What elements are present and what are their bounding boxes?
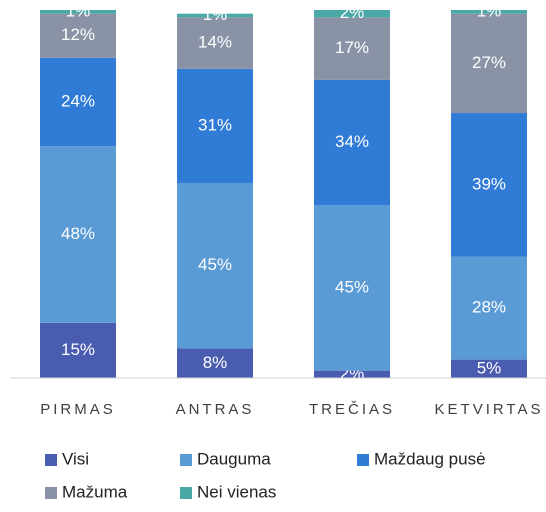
bar-segment: [40, 13, 116, 58]
bar-segment: [40, 57, 116, 147]
legend-label: Nei vienas: [197, 482, 276, 501]
value-label: 39%: [472, 174, 506, 193]
bar-segment: [40, 146, 116, 323]
value-label: 14%: [198, 33, 232, 52]
value-label: 12%: [61, 25, 95, 44]
legend-label: Mažuma: [62, 482, 128, 501]
value-label: 1%: [66, 1, 91, 20]
value-label: 8%: [203, 353, 228, 372]
legend-swatch: [180, 487, 192, 499]
value-label: 27%: [472, 53, 506, 72]
bar-segment: [314, 79, 390, 206]
bar-segment: [177, 348, 253, 378]
legend-label: Dauguma: [197, 449, 271, 468]
value-label: 15%: [61, 340, 95, 359]
value-label: 1%: [203, 5, 228, 24]
bar-segment: [177, 68, 253, 183]
value-label: 28%: [472, 298, 506, 317]
bar-segment: [451, 359, 527, 378]
legend-swatch: [45, 454, 57, 466]
bar-segment: [314, 17, 390, 80]
value-label: 17%: [335, 38, 369, 57]
value-label: 45%: [198, 255, 232, 274]
bar-segment: [451, 113, 527, 257]
x-tick-label: ANTRAS: [176, 401, 255, 418]
legend-swatch: [357, 454, 369, 466]
bar-segment: [177, 182, 253, 349]
value-label: 5%: [477, 358, 502, 377]
bar-segment: [40, 322, 116, 378]
value-label: 48%: [61, 224, 95, 243]
bar-segment: [314, 10, 390, 18]
x-tick-label: PIRMAS: [40, 401, 116, 418]
legend-swatch: [180, 454, 192, 466]
bar-segment: [177, 17, 253, 69]
value-label: 1%: [477, 1, 502, 20]
value-label: 45%: [335, 277, 369, 296]
bar-segment: [451, 13, 527, 114]
bar-segment: [314, 205, 390, 371]
value-label: 2%: [340, 3, 365, 22]
legend-label: Visi: [62, 449, 89, 468]
bar-segment: [451, 256, 527, 360]
legend-swatch: [45, 487, 57, 499]
bar-segment: [40, 10, 116, 14]
value-label: 34%: [335, 132, 369, 151]
legend-label: Maždaug pusė: [374, 449, 486, 468]
x-tick-label: TREČIAS: [309, 401, 395, 418]
bar-segment: [177, 13, 253, 18]
x-tick-label: KETVIRTAS: [435, 401, 544, 418]
bar-segment: [314, 370, 390, 378]
bar-segment: [451, 10, 527, 14]
value-label: 31%: [198, 115, 232, 134]
value-label: 24%: [61, 91, 95, 110]
